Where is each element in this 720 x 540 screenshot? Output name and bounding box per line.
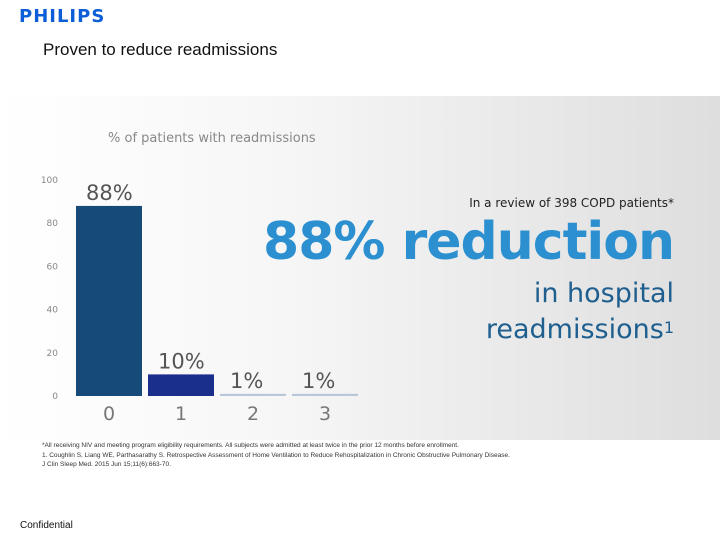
bar-1: [148, 374, 214, 396]
callout-sub-line2-text: readmissions: [485, 314, 664, 345]
footnote-asterisk: *All receiving NIV and meeting program e…: [42, 442, 459, 449]
data-label-1: 10%: [158, 349, 205, 373]
y-tick-label: 100: [41, 176, 58, 186]
reference-superscript: 1: [663, 318, 674, 337]
slide-subtitle: Proven to reduce readmissions: [43, 40, 278, 59]
footnote-reference: 1. Coughlin S, Liang WE, Parthasarathy S…: [42, 451, 510, 469]
x-ticks: 0 1 2 3: [103, 403, 331, 425]
confidential-label: Confidential: [20, 520, 73, 531]
callout-sub-line1: in hospital: [533, 278, 674, 309]
callout-sub-line2: readmissions1: [486, 312, 674, 348]
brand-logo: PHILIPS: [19, 6, 106, 27]
y-tick-label: 60: [47, 262, 59, 272]
bar-2: [220, 393, 286, 396]
y-axis-title: % of patients with readmissions: [108, 131, 316, 146]
y-ticks: 0 20 40 60 80 100: [41, 176, 58, 402]
x-tick-label-0: 0: [103, 403, 115, 425]
callout-subtext: in hospital readmissions1: [486, 276, 674, 348]
bars: [76, 205, 358, 396]
y-tick-label: 80: [47, 219, 59, 229]
y-tick-label: 20: [47, 349, 59, 359]
y-tick-label: 40: [47, 306, 59, 316]
y-tick-label: 0: [52, 392, 58, 402]
data-label-0: 88%: [86, 181, 133, 205]
data-labels: 88% 10% 1% 1%: [86, 181, 335, 393]
bar-3: [292, 393, 358, 396]
x-tick-label-1: 1: [175, 403, 187, 425]
x-tick-label-2: 2: [247, 403, 259, 425]
callout-intro: In a review of 398 COPD patients*: [469, 196, 674, 210]
x-tick-label-3: 3: [319, 403, 331, 425]
data-label-2: 1%: [230, 369, 263, 393]
footnote: *All receiving NIV and meeting program e…: [42, 441, 512, 470]
bar-0: [76, 205, 142, 396]
callout-headline: 88% reduction: [263, 212, 675, 272]
bar-chart: % of patients with readmissions 02040608…: [41, 131, 358, 425]
data-label-3: 1%: [302, 369, 335, 393]
